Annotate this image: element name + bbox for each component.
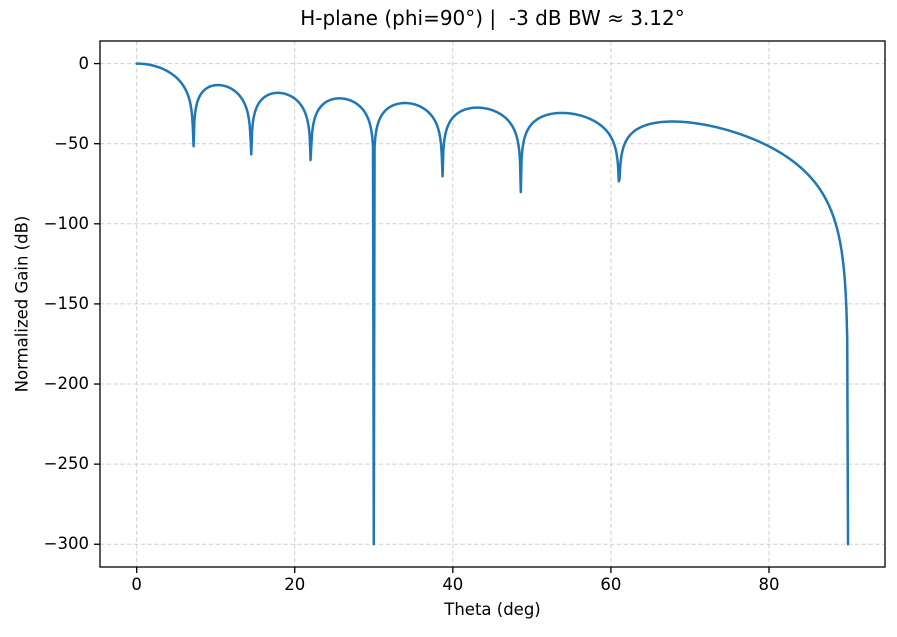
y-tick-label: −250 — [43, 454, 89, 474]
axes-frame — [99, 40, 886, 568]
x-tick-label: 80 — [758, 575, 780, 594]
chart-title: H-plane (phi=90°) | -3 dB BW ≈ 3.12° — [300, 6, 685, 30]
y-tick-label: −100 — [43, 213, 89, 233]
y-tick-label: 0 — [78, 53, 90, 73]
y-tick-label: −300 — [43, 534, 89, 554]
series-line — [135, 62, 850, 546]
x-tick-label: 0 — [131, 575, 142, 594]
x-tick-label: 60 — [600, 575, 622, 594]
y-tick-label: −50 — [54, 133, 89, 153]
y-tick-label: −200 — [43, 374, 89, 394]
x-tick-label: 20 — [284, 575, 306, 594]
x-tick-label: 40 — [442, 575, 464, 594]
y-tick-label: −150 — [43, 293, 89, 313]
x-axis-label: Theta (deg) — [444, 600, 541, 619]
